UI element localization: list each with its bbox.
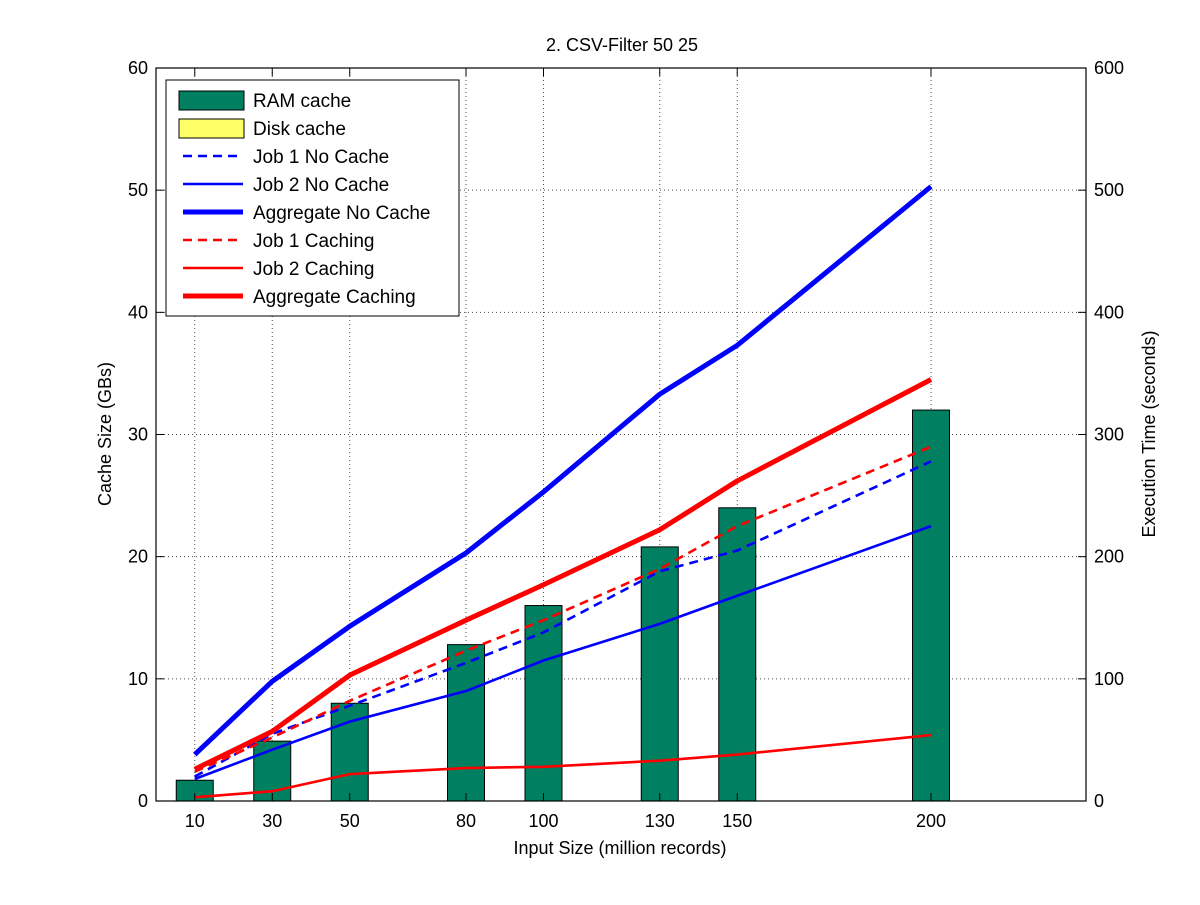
legend-label-job-1-caching: Job 1 Caching — [253, 231, 374, 252]
y2-tick-label: 600 — [1094, 58, 1124, 78]
y-tick-label: 50 — [128, 180, 148, 200]
legend: RAM cache Disk cache Job 1 No Cache Job 2 N… — [165, 79, 460, 317]
bar-ram-cache — [524, 605, 563, 802]
y-tick-label: 30 — [128, 425, 148, 445]
x-axis-title: Input Size (million records) — [513, 838, 726, 858]
line-job-2-caching — [194, 733, 932, 799]
y-tick-label: 20 — [128, 547, 148, 567]
legend-box — [165, 79, 460, 317]
x-tick-label: 50 — [340, 811, 360, 831]
legend-label-job-2-caching: Job 2 Caching — [253, 259, 374, 280]
y-tick-label: 0 — [138, 791, 148, 811]
line-aggregate-no-cache — [193, 184, 933, 757]
y-tick-label: 10 — [128, 669, 148, 689]
line-job-1-caching — [194, 445, 932, 773]
x-tick-label: 30 — [262, 811, 282, 831]
x-tick-label: 10 — [185, 811, 205, 831]
legend-label-job-1-no-cache: Job 1 No Cache — [253, 147, 389, 168]
legend-label-job-2-no-cache: Job 2 No Cache — [253, 175, 389, 196]
y-tick-label: 40 — [128, 302, 148, 322]
x-tick-label: 150 — [722, 811, 752, 831]
y2-tick-label: 500 — [1094, 180, 1124, 200]
plot-area: 10 30 50 80 100 130 150 20001020304050600100200… — [128, 58, 1124, 831]
legend-label-disk-cache: Disk cache — [253, 119, 346, 140]
y2-tick-label: 400 — [1094, 302, 1124, 322]
legend-swatch-ram-cache — [178, 90, 245, 111]
line-job-2-no-cache — [194, 524, 932, 781]
x-tick-label: 200 — [916, 811, 946, 831]
line-job-1-no-cache — [194, 460, 932, 778]
y2-tick-label: 100 — [1094, 669, 1124, 689]
y-tick-label: 60 — [128, 58, 148, 78]
legend-label-aggregate-no-cache: Aggregate No Cache — [253, 203, 430, 224]
y2-tick-label: 300 — [1094, 425, 1124, 445]
bar-ram-cache — [447, 644, 485, 802]
legend-label-aggregate-caching: Aggregate Caching — [253, 287, 416, 308]
y2-axis-title: Execution Time (seconds) — [1139, 330, 1159, 537]
chart-title: 2. CSV-Filter 50 25 — [546, 35, 698, 55]
y2-tick-label: 200 — [1094, 547, 1124, 567]
y-axis-title: Cache Size (GBs) — [95, 362, 115, 506]
legend-label-ram-cache: RAM cache — [253, 91, 351, 112]
bar-ram-cache — [640, 546, 679, 802]
line-aggregate-caching — [193, 377, 933, 772]
x-tick-label: 130 — [645, 811, 675, 831]
y2-tick-label: 0 — [1094, 791, 1104, 811]
x-tick-label: 80 — [456, 811, 476, 831]
x-tick-label: 100 — [528, 811, 558, 831]
legend-swatch-disk-cache — [178, 118, 245, 139]
